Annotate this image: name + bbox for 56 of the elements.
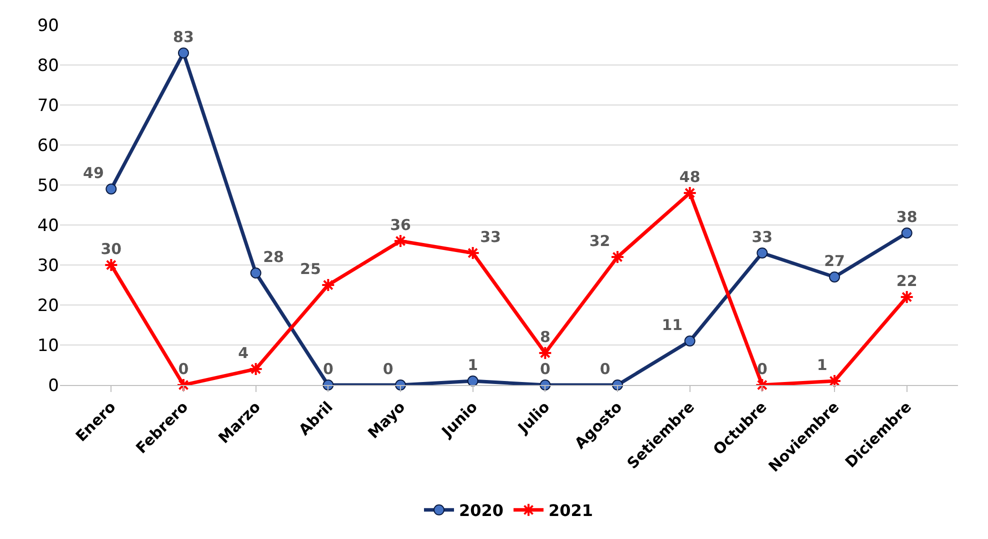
- data-label: 0: [540, 360, 550, 378]
- point: [755, 378, 770, 392]
- data-label: 0: [756, 360, 768, 378]
- point: [176, 378, 190, 392]
- y-tick-label: 80: [37, 56, 59, 76]
- data-label: 0: [600, 360, 610, 378]
- data-label: 48: [679, 168, 700, 186]
- data-label: 0: [322, 360, 334, 378]
- point: [394, 234, 408, 248]
- point: [828, 374, 842, 388]
- data-label: 22: [896, 272, 918, 290]
- point: [900, 290, 914, 304]
- y-tick-label: 20: [37, 296, 59, 316]
- point: [538, 346, 552, 360]
- data-label: 0: [382, 360, 394, 378]
- data-label: 1: [816, 356, 828, 374]
- y-tick-label: 70: [37, 96, 59, 116]
- y-tick-label: 40: [37, 216, 59, 236]
- point: [321, 278, 336, 292]
- point: [178, 48, 189, 58]
- data-label: 27: [824, 252, 845, 270]
- point: [901, 228, 912, 238]
- data-label: 4: [238, 344, 249, 362]
- data-label: 33: [752, 228, 773, 246]
- data-label: 28: [263, 248, 284, 266]
- point: [467, 376, 478, 386]
- point: [756, 248, 768, 258]
- point: [466, 246, 480, 260]
- data-label: 38: [896, 208, 918, 226]
- point: [248, 362, 263, 376]
- data-label: 49: [83, 164, 104, 182]
- point: [104, 258, 118, 272]
- data-label: 11: [662, 316, 683, 334]
- point: [682, 186, 697, 200]
- y-tick-label: 10: [37, 336, 59, 356]
- data-label: 33: [480, 228, 501, 246]
- legend-label: 2021: [548, 501, 594, 520]
- y-tick-label: 90: [37, 16, 59, 36]
- y-tick-label: 0: [48, 376, 59, 396]
- point: [829, 272, 840, 282]
- data-label: 32: [589, 232, 610, 250]
- data-label: 36: [390, 216, 411, 234]
- data-label: 83: [173, 28, 194, 46]
- point: [250, 268, 262, 278]
- point: [684, 336, 696, 346]
- y-tick-label: 50: [37, 176, 59, 196]
- point: [610, 250, 624, 264]
- data-label: 1: [468, 356, 478, 374]
- data-label: 0: [178, 360, 189, 378]
- legend-label: 2020: [459, 501, 504, 520]
- point: [106, 184, 117, 194]
- y-tick-label: 60: [37, 136, 59, 156]
- y-tick-label: 30: [37, 256, 59, 276]
- data-label: 8: [540, 328, 550, 346]
- data-label: 25: [300, 260, 321, 278]
- data-label: 30: [100, 240, 122, 258]
